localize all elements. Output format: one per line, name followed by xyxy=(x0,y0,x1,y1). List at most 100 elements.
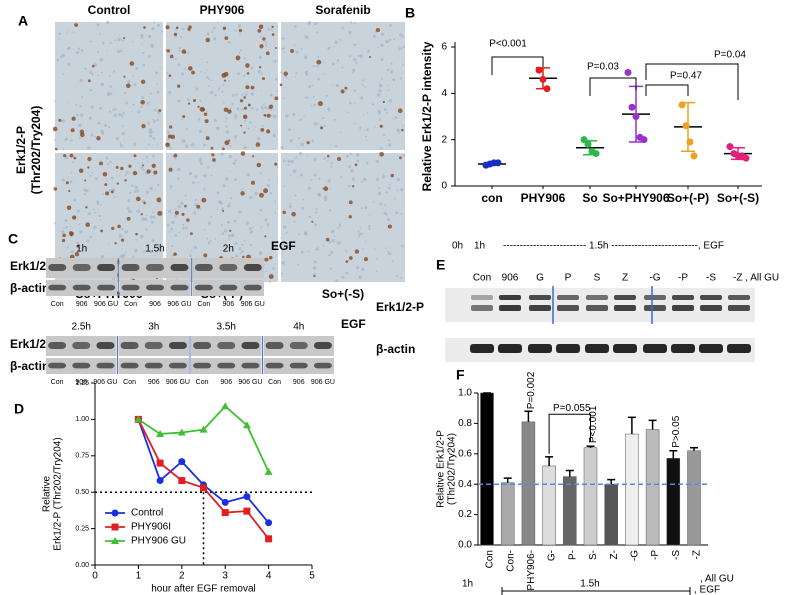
tissue-texture xyxy=(174,157,177,160)
marker xyxy=(134,415,143,423)
tissue-texture xyxy=(171,220,175,225)
blot-band xyxy=(499,305,521,311)
tissue-texture xyxy=(351,177,355,181)
tissue-texture xyxy=(194,175,198,179)
x-tick-label: 4 xyxy=(266,571,272,582)
x-tick-label: -Z xyxy=(692,550,703,559)
stained-cell xyxy=(247,103,251,107)
tissue-texture xyxy=(136,189,140,193)
tissue-texture xyxy=(119,237,121,239)
annotation: P=0.055 xyxy=(553,403,591,414)
data-point xyxy=(624,68,632,76)
panel-letter: D xyxy=(14,401,24,417)
stained-cell xyxy=(390,173,394,178)
tissue-texture xyxy=(192,181,195,185)
tissue-texture xyxy=(55,53,57,55)
y-tick-label: 0.6 xyxy=(458,448,472,459)
tissue-texture xyxy=(152,131,154,133)
stained-cell xyxy=(240,124,243,127)
y-tick-label: 4 xyxy=(441,88,447,99)
tissue-texture xyxy=(345,250,348,253)
tissue-texture xyxy=(329,188,332,190)
row-label: Erk1/2-P xyxy=(14,126,28,174)
tissue-texture xyxy=(199,99,202,102)
tissue-texture xyxy=(264,218,268,222)
tissue-texture xyxy=(205,110,208,113)
y-tick-label: 1.00 xyxy=(75,416,89,423)
blot-band xyxy=(613,344,637,353)
tissue-texture xyxy=(334,40,338,44)
tissue-texture xyxy=(353,58,357,62)
stained-cell xyxy=(181,212,185,216)
tissue-texture xyxy=(327,159,329,162)
blot-band xyxy=(644,295,666,300)
tissue-texture xyxy=(108,188,112,192)
tissue-texture xyxy=(387,252,392,256)
tissue-texture xyxy=(271,30,274,33)
tissue-texture xyxy=(381,175,386,179)
tissue-texture xyxy=(125,230,129,234)
tissue-texture xyxy=(122,253,126,257)
tissue-texture xyxy=(282,37,285,40)
tissue-texture xyxy=(268,179,271,181)
stained-cell xyxy=(53,187,58,191)
marker xyxy=(243,493,251,501)
tissue-texture xyxy=(276,26,279,28)
tissue-texture xyxy=(354,102,356,104)
tissue-texture xyxy=(238,210,242,214)
tissue-texture xyxy=(214,238,217,240)
tissue-texture xyxy=(283,51,286,53)
tissue-texture xyxy=(300,48,303,50)
tissue-texture xyxy=(379,202,383,206)
tissue-texture xyxy=(224,34,226,36)
tissue-texture xyxy=(227,79,231,82)
tissue-texture xyxy=(335,83,340,88)
tissue-texture xyxy=(345,271,349,275)
tissue-texture xyxy=(237,72,240,76)
tissue-texture xyxy=(174,57,177,60)
tissue-texture xyxy=(328,240,332,244)
tissue-texture xyxy=(176,167,181,172)
lane-label: 906 GU xyxy=(241,301,265,308)
tissue-texture xyxy=(203,188,206,191)
tissue-texture xyxy=(73,199,77,202)
tissue-texture xyxy=(363,114,365,116)
legend-label: PHY906I xyxy=(131,522,171,533)
tissue-texture xyxy=(385,40,388,43)
stained-cell xyxy=(354,249,360,254)
tissue-texture xyxy=(357,230,360,233)
y-axis-label: Erk1/2-P (Thr202/Try204) xyxy=(53,437,64,550)
tissue-texture xyxy=(109,85,113,89)
tissue-texture xyxy=(213,26,216,30)
tissue-texture xyxy=(96,200,100,204)
tissue-texture xyxy=(169,146,172,150)
blot-band xyxy=(193,342,212,349)
lane-label: 906 GU xyxy=(167,301,191,308)
time-label: , EGF xyxy=(694,585,720,595)
tissue-texture xyxy=(348,30,352,35)
tissue-texture xyxy=(388,38,392,42)
blot-band xyxy=(471,295,493,300)
tissue-texture xyxy=(295,50,299,54)
blot-band xyxy=(170,284,189,291)
stained-cell xyxy=(189,232,193,236)
stained-cell xyxy=(266,129,271,134)
tissue-texture xyxy=(151,211,154,214)
blot-band xyxy=(614,295,636,300)
tissue-texture xyxy=(140,105,143,109)
stained-cell xyxy=(274,46,277,49)
tissue-texture xyxy=(267,27,271,31)
stained-cell xyxy=(337,157,342,161)
tissue-texture xyxy=(273,114,277,119)
tissue-texture xyxy=(98,212,100,214)
tissue-texture xyxy=(386,111,389,114)
blot-band xyxy=(313,342,332,349)
tissue-texture xyxy=(104,123,108,127)
y-tick-label: 0.75 xyxy=(75,453,89,460)
tissue-texture xyxy=(246,91,248,93)
tissue-texture xyxy=(156,82,158,85)
tissue-texture xyxy=(337,241,341,245)
tissue-texture xyxy=(358,275,363,280)
tissue-texture xyxy=(260,106,264,110)
blot-band xyxy=(146,284,164,291)
